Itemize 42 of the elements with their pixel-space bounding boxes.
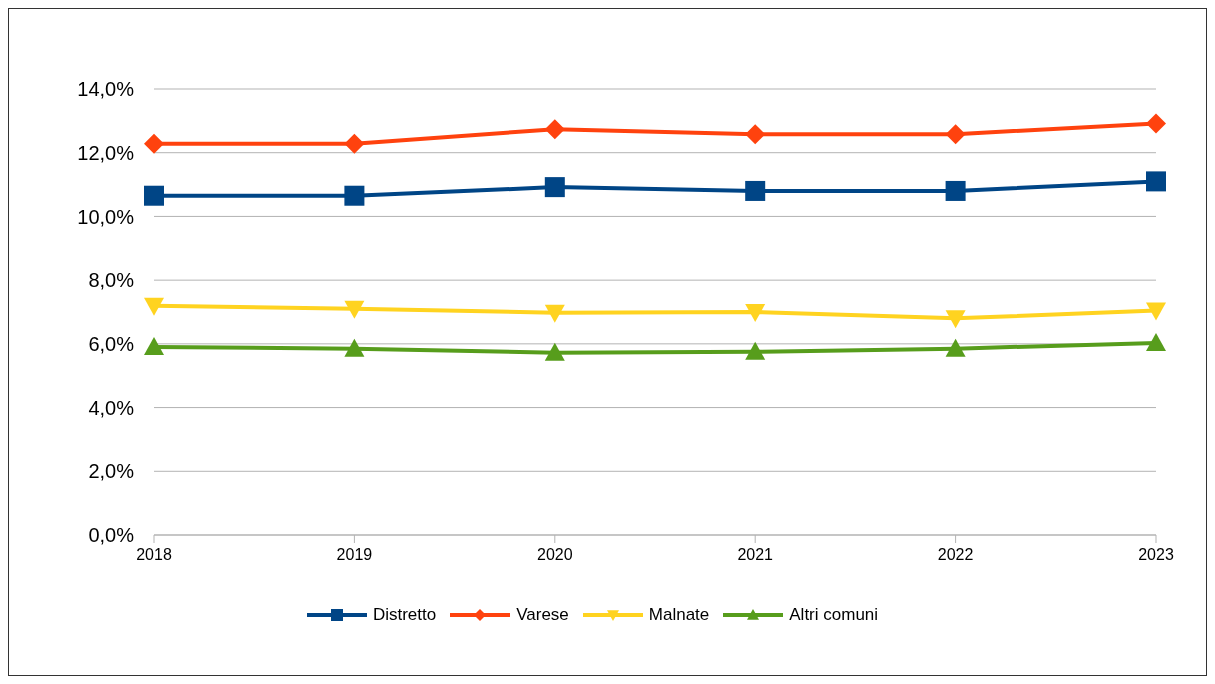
point	[745, 180, 766, 201]
y-tick-label: 0,0%	[88, 524, 135, 547]
legend-label: Distretto	[372, 605, 437, 625]
point	[945, 338, 966, 357]
y-tick-label: 12,0%	[77, 141, 135, 164]
point	[745, 341, 766, 360]
point	[745, 124, 766, 145]
x-tick-label: 2023	[1138, 546, 1174, 564]
x-tick-label: 2020	[537, 546, 573, 564]
point	[344, 185, 365, 206]
point	[945, 180, 966, 201]
x-tick-label: 2021	[737, 546, 774, 564]
point	[1146, 113, 1166, 134]
y-tick-label: 4,0%	[88, 396, 135, 419]
point	[945, 124, 966, 145]
point	[344, 338, 365, 357]
legend-label: Altri comuni	[789, 605, 879, 625]
point	[1146, 332, 1166, 351]
point	[144, 297, 164, 316]
point	[144, 133, 164, 154]
y-tick-label: 10,0%	[77, 205, 135, 228]
point	[544, 177, 565, 198]
y-tick-label: 14,0%	[77, 78, 135, 101]
x-tick-label: 2018	[136, 546, 172, 564]
point	[544, 342, 565, 361]
point	[945, 310, 966, 329]
point	[544, 119, 565, 140]
y-tick-label: 6,0%	[88, 332, 135, 355]
point	[1146, 302, 1166, 321]
legend-label: Varese	[516, 605, 569, 625]
x-tick-label: 2019	[336, 546, 373, 564]
legend-label: Malnate	[648, 605, 710, 625]
y-tick-label: 8,0%	[88, 269, 135, 292]
point	[144, 185, 164, 206]
point	[745, 304, 766, 322]
point	[144, 337, 164, 356]
point	[1146, 171, 1166, 192]
y-tick-label: 2,0%	[88, 460, 135, 483]
point	[344, 300, 365, 319]
x-tick-label: 2022	[937, 546, 974, 564]
point	[544, 304, 565, 323]
point	[344, 133, 365, 154]
